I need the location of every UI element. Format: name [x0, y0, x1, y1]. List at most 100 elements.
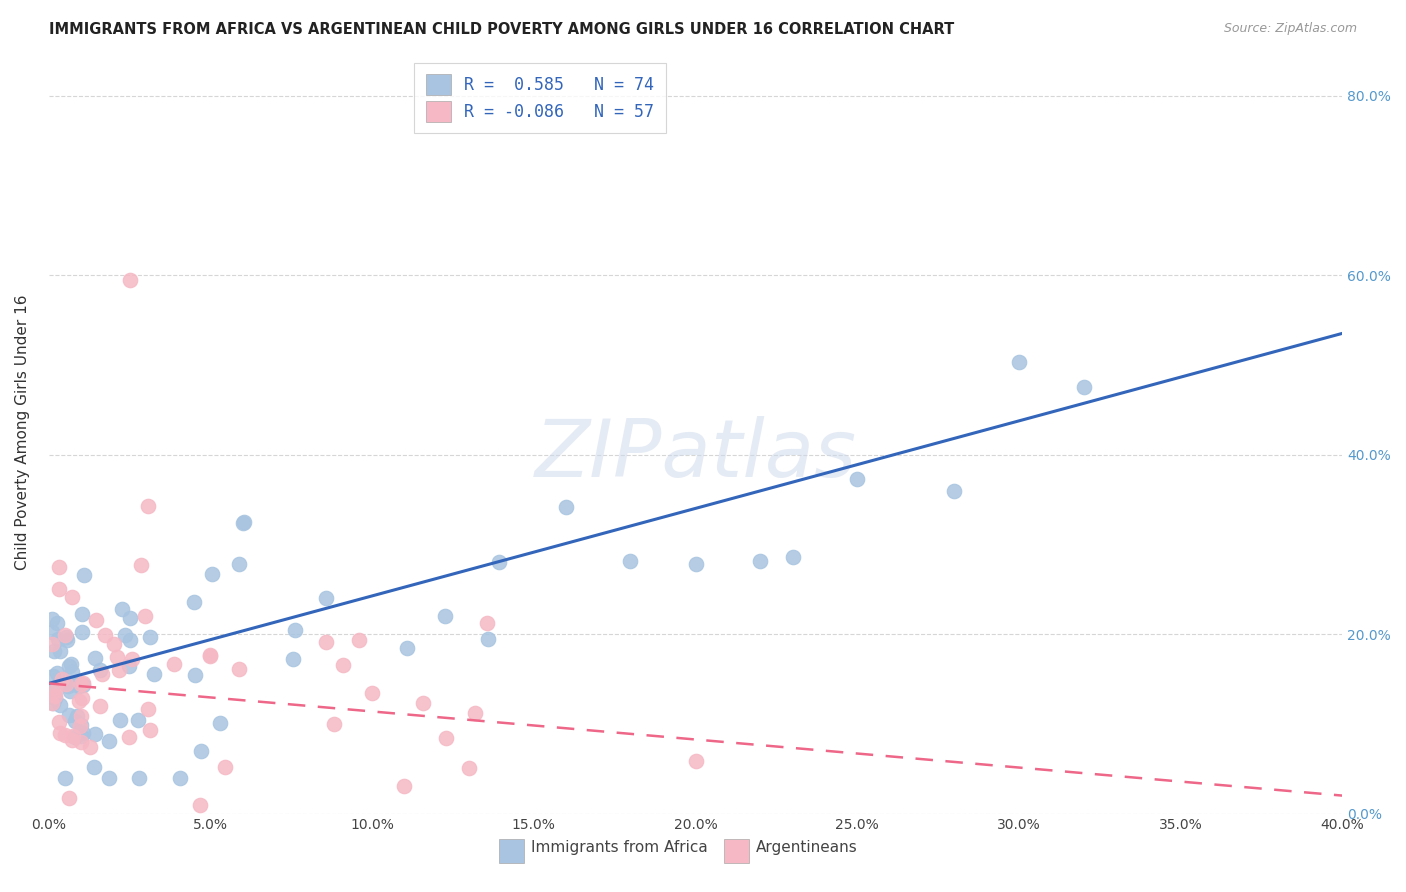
Point: [55, 676, 77, 690]
Point: [56, 633, 79, 648]
Point: [84, 613, 107, 627]
Point: [63, 676, 86, 690]
Point: [685, 754, 707, 768]
Point: [73, 568, 96, 582]
Point: [190, 744, 212, 758]
Point: [60, 665, 83, 679]
Point: [83, 760, 105, 774]
Point: [67, 679, 90, 693]
Point: [127, 713, 149, 727]
Point: [315, 634, 337, 648]
Point: [69, 709, 91, 723]
Point: [89, 663, 111, 677]
Point: [94, 628, 117, 642]
Point: [48, 559, 70, 574]
Y-axis label: Child Poverty Among Girls Under 16: Child Poverty Among Girls Under 16: [15, 294, 30, 570]
Point: [69, 719, 91, 733]
Point: [41, 681, 63, 696]
Point: [48, 715, 70, 730]
Point: [44, 690, 66, 705]
Text: Source: ZipAtlas.com: Source: ZipAtlas.com: [1223, 22, 1357, 36]
Point: [48, 582, 70, 597]
Point: [58, 791, 80, 805]
Point: [72, 676, 94, 690]
Point: [433, 609, 456, 624]
Point: [121, 652, 143, 666]
Point: [283, 651, 305, 665]
Point: [56, 679, 79, 693]
Point: [332, 657, 354, 672]
Point: [361, 685, 384, 699]
Point: [139, 723, 162, 737]
Point: [555, 500, 578, 514]
Point: [412, 696, 434, 710]
Text: IMMIGRANTS FROM AFRICA VS ARGENTINEAN CHILD POVERTY AMONG GIRLS UNDER 16 CORRELA: IMMIGRANTS FROM AFRICA VS ARGENTINEAN CH…: [49, 22, 955, 37]
Point: [58, 707, 80, 722]
Point: [347, 633, 370, 648]
Point: [232, 515, 254, 529]
Point: [105, 649, 128, 664]
Point: [108, 713, 131, 727]
Point: [118, 731, 141, 745]
Point: [53, 771, 76, 785]
Text: ZIPatlas: ZIPatlas: [534, 416, 856, 494]
Point: [619, 554, 641, 568]
Point: [138, 702, 160, 716]
Point: [53, 628, 76, 642]
Point: [846, 472, 869, 486]
Point: [44, 689, 66, 703]
Point: [1073, 380, 1095, 394]
Point: [45, 666, 67, 681]
Point: [66, 709, 89, 723]
Point: [62, 729, 84, 743]
Point: [46, 616, 69, 631]
Point: [1008, 354, 1031, 368]
Point: [183, 595, 205, 609]
Point: [72, 691, 94, 706]
Point: [89, 698, 111, 713]
Point: [118, 272, 141, 286]
Point: [200, 648, 222, 662]
Point: [134, 609, 156, 624]
Point: [70, 607, 93, 621]
Point: [42, 669, 65, 683]
Point: [315, 591, 337, 606]
Point: [488, 555, 510, 569]
Point: [44, 684, 66, 698]
Text: Argentineans: Argentineans: [756, 840, 858, 855]
Point: [97, 771, 120, 785]
Point: [41, 636, 63, 650]
Text: Immigrants from Africa: Immigrants from Africa: [531, 840, 707, 855]
Point: [72, 678, 94, 692]
Point: [284, 623, 307, 637]
Point: [63, 714, 86, 728]
Point: [138, 499, 160, 513]
Point: [69, 735, 91, 749]
Point: [91, 666, 114, 681]
Point: [69, 717, 91, 731]
Point: [48, 726, 70, 740]
Point: [434, 731, 457, 745]
Point: [41, 696, 63, 710]
Point: [97, 734, 120, 748]
Point: [46, 632, 69, 646]
Point: [49, 644, 72, 658]
Point: [477, 632, 499, 647]
Point: [59, 684, 82, 698]
Point: [392, 780, 415, 794]
Point: [201, 566, 224, 581]
Point: [59, 657, 82, 672]
Point: [685, 557, 707, 571]
Point: [60, 590, 83, 604]
Point: [118, 611, 141, 625]
Point: [396, 640, 419, 655]
Point: [42, 643, 65, 657]
Point: [749, 554, 772, 568]
Point: [53, 728, 76, 742]
Point: [60, 733, 83, 747]
Point: [83, 651, 105, 665]
Point: [58, 658, 80, 673]
Point: [70, 624, 93, 639]
Point: [103, 637, 125, 651]
Point: [48, 698, 70, 713]
